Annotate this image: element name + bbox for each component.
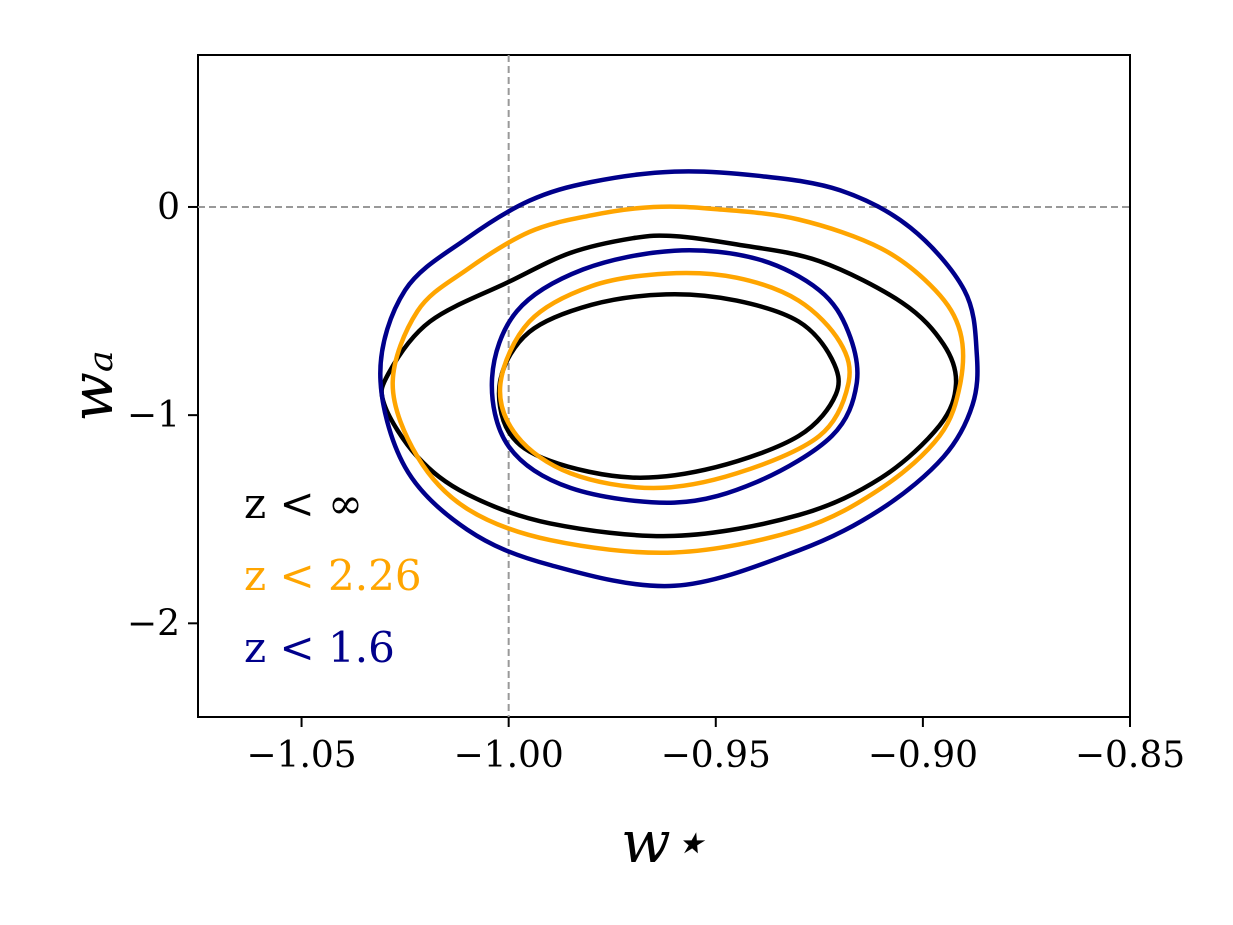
- plot-frame: [197, 54, 1131, 718]
- reference-lines: [198, 55, 1130, 717]
- contour-series-1-level-1: [497, 270, 852, 491]
- legend-entry: z < ∞: [244, 479, 363, 528]
- x-tick-label: −1.05: [246, 735, 356, 776]
- y-axis-ticks: 0 −1 −2: [127, 187, 198, 644]
- x-tick-label: −0.85: [1075, 735, 1185, 776]
- y-tick-label: 0: [157, 187, 180, 228]
- x-tick-label: −0.90: [868, 735, 978, 776]
- contour-series-0-level-0: [379, 233, 959, 539]
- x-axis-label: w⋆: [621, 808, 707, 876]
- legend-entry: z < 2.26: [244, 551, 422, 600]
- y-axis-label: wₐ: [58, 350, 126, 421]
- y-tick-label: −1: [127, 395, 180, 436]
- contour-series-1-level-0: [390, 204, 966, 556]
- x-tick-label: −1.00: [454, 735, 564, 776]
- contour-layer: [378, 169, 980, 589]
- contour-series-0-level-1: [496, 292, 841, 480]
- contour-series-2-level-1: [489, 248, 860, 505]
- contour-series-2-level-0: [378, 169, 980, 589]
- x-tick-label: −0.95: [661, 735, 771, 776]
- legend: z < ∞ z < 2.26 z < 1.6: [244, 479, 422, 672]
- x-axis-ticks: −1.05 −1.00 −0.95 −0.90 −0.85: [246, 717, 1185, 776]
- legend-entry: z < 1.6: [244, 623, 395, 672]
- y-tick-label: −2: [127, 603, 180, 644]
